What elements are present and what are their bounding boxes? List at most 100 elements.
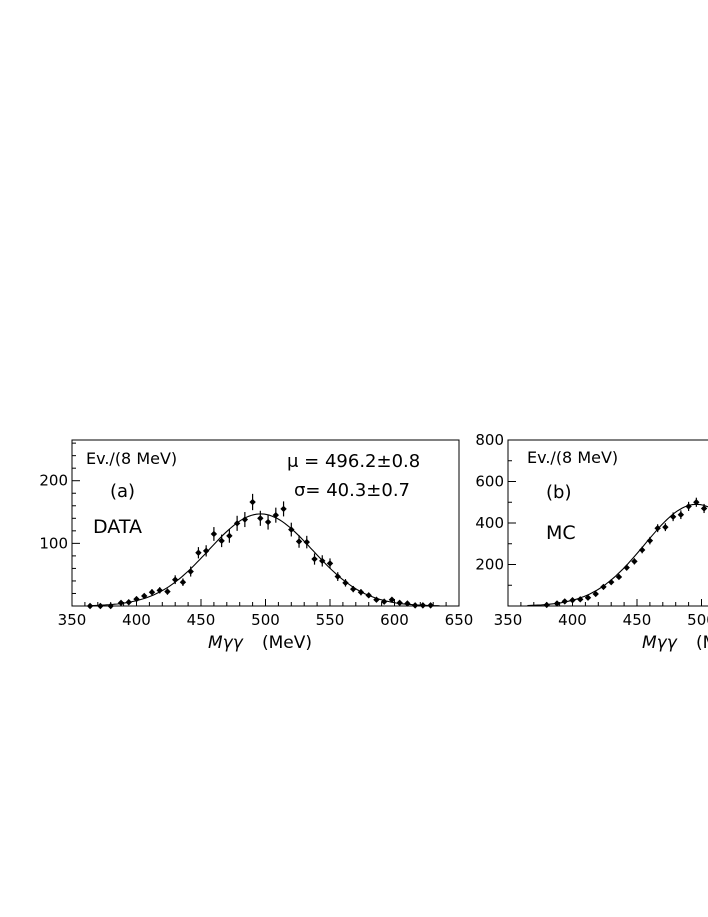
data-point	[543, 601, 550, 609]
y-axis-label-a: Ev./(8 MeV)	[86, 449, 177, 468]
data-point	[202, 547, 210, 555]
data-point	[288, 526, 295, 533]
data-point	[141, 592, 148, 600]
data-point	[615, 573, 623, 581]
data-point	[117, 599, 125, 607]
x-axis-symbol-a: Mγγ	[208, 633, 244, 653]
sample-label-b: MC	[546, 522, 576, 544]
x-tick-label: 450	[623, 611, 652, 629]
data-point	[156, 587, 163, 594]
data-point	[427, 602, 434, 609]
data-points-b	[543, 497, 708, 609]
data-point	[569, 596, 576, 604]
data-point	[577, 596, 584, 603]
data-point	[685, 503, 692, 510]
data-point	[411, 602, 419, 609]
x-tick-label: 400	[122, 611, 151, 629]
panel-label-b: (b)	[546, 482, 571, 503]
data-point	[264, 518, 272, 526]
data-point	[303, 538, 310, 546]
data-point	[311, 555, 318, 563]
data-point	[592, 590, 599, 598]
data-point	[419, 602, 427, 609]
data-point	[693, 499, 700, 506]
data-point	[654, 524, 661, 532]
x-tick-label: 650	[445, 611, 474, 629]
data-point	[373, 596, 380, 603]
data-point	[210, 530, 218, 538]
x-tick-label: 350	[494, 611, 523, 629]
x-tick-label: 500	[251, 611, 280, 629]
data-point	[662, 523, 669, 531]
data-point	[86, 602, 94, 610]
data-points-a	[86, 493, 434, 610]
data-point	[179, 578, 187, 586]
data-point	[326, 560, 334, 567]
data-point	[280, 505, 287, 513]
x-tick-label: 500	[687, 611, 708, 629]
x-axis-unit-a: (MeV)	[262, 633, 312, 653]
data-point	[187, 568, 194, 575]
data-point	[164, 588, 171, 595]
data-point	[404, 600, 411, 607]
data-point	[334, 573, 341, 580]
x-tick-label: 350	[58, 611, 87, 629]
sample-label-a: DATA	[93, 516, 142, 538]
data-point	[272, 511, 280, 519]
data-point	[365, 592, 372, 599]
data-point	[319, 557, 326, 565]
data-point	[107, 602, 114, 610]
data-point	[342, 579, 349, 587]
y-tick-label: 100	[39, 534, 68, 552]
data-point	[350, 585, 357, 593]
x-tick-label: 550	[316, 611, 345, 629]
y-tick-label: 400	[475, 514, 504, 532]
y-tick-label: 600	[475, 473, 504, 491]
data-point	[172, 576, 179, 583]
data-point	[97, 602, 104, 610]
y-tick-label: 200	[39, 472, 68, 490]
data-point	[257, 515, 264, 522]
axes-b: 350 400 450 500 200 400 600 800	[475, 431, 708, 629]
y-axis-label-b: Ev./(8 MeV)	[527, 448, 618, 467]
x-axis-symbol-b: Mγγ	[642, 633, 678, 653]
x-tick-label: 600	[380, 611, 409, 629]
data-point	[631, 558, 638, 565]
data-point	[388, 596, 396, 603]
data-point	[669, 513, 677, 520]
y-tick-label: 800	[475, 431, 504, 449]
fit-curve-a	[91, 513, 440, 607]
data-point	[125, 599, 132, 606]
data-point	[700, 505, 708, 512]
panel-label-a: (a)	[110, 481, 135, 502]
data-point	[241, 516, 249, 523]
y-tick-label: 200	[475, 556, 504, 574]
data-point	[380, 598, 388, 605]
data-point	[195, 549, 202, 556]
data-point	[133, 595, 140, 603]
data-point	[600, 583, 607, 591]
data-point	[295, 538, 303, 545]
data-point	[396, 599, 403, 607]
data-point	[218, 537, 225, 545]
data-point	[638, 546, 646, 554]
data-point	[646, 537, 654, 544]
x-tick-label: 400	[558, 611, 587, 629]
data-point	[677, 511, 685, 518]
x-tick-label: 450	[187, 611, 216, 629]
data-point	[553, 600, 561, 607]
data-point	[148, 589, 156, 596]
data-point	[623, 564, 630, 571]
data-point	[233, 520, 241, 527]
data-point	[584, 594, 592, 601]
data-point	[608, 578, 615, 586]
x-axis-unit-b: (M	[696, 633, 708, 653]
data-point	[226, 532, 233, 540]
data-point	[249, 498, 256, 506]
fit-mu-text: μ = 496.2±0.8	[287, 451, 420, 472]
axes-a: 350 400 450 500 550 600 650 100 200	[39, 442, 474, 629]
fit-sigma-text: σ= 40.3±0.7	[294, 480, 410, 501]
panel-b: 350 400 450 500 200 400 600 800 Ev./(8 MeV) (b)…	[475, 431, 708, 653]
